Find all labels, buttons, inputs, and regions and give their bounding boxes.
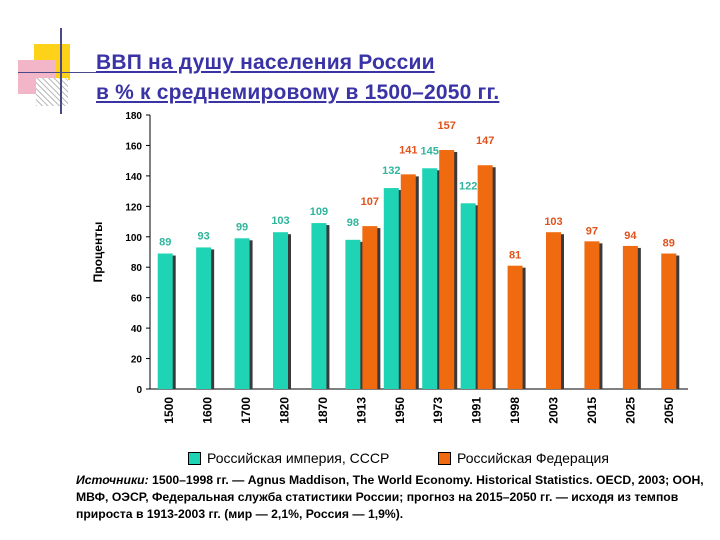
bar-empire [273,232,288,389]
decorative-vertical-line [60,28,62,114]
x-tick-label: 1991 [470,397,484,424]
data-label-empire: 145 [421,145,439,157]
bar-empire [383,188,399,389]
data-label-empire: 109 [310,206,328,218]
bar-empire [460,203,476,389]
x-tick-label: 2025 [623,397,637,424]
y-tick-label: 60 [131,294,143,305]
data-label-federation: 141 [399,144,417,156]
data-label-federation: 103 [544,216,562,228]
x-tick-label: 2015 [585,397,599,424]
data-label-federation: 89 [663,238,675,250]
data-label-empire: 122 [459,180,477,192]
legend-label-empire: Российская империя, СССР [207,450,390,466]
bar-federation [477,165,493,389]
bar-federation [546,232,561,389]
x-tick-label: 2050 [662,397,676,424]
x-tick-label: 1700 [239,397,253,424]
data-label-federation: 107 [361,196,379,208]
source-label: Источники: [76,473,149,487]
legend-swatch-federation [438,451,451,465]
data-label-federation: 94 [624,230,637,242]
bar-federation [400,174,416,389]
chart-legend: Российская империя, СССР Российская Феде… [0,448,720,470]
x-tick-label: 1820 [278,397,292,424]
y-tick-label: 0 [136,385,142,396]
decorative-square-dotted [36,78,68,106]
x-tick-label: 1600 [201,397,215,424]
y-tick-label: 100 [125,233,142,244]
y-tick-label: 80 [131,263,143,274]
bar-federation [507,265,523,389]
bar-federation [661,253,677,389]
decorative-horizontal-line [18,72,104,73]
data-label-federation: 97 [586,225,598,237]
legend-swatch-empire [188,451,201,465]
bar-empire [157,253,173,389]
title-line-2: в % к среднемировому в 1500–2050 гг. [96,81,500,104]
legend-item-empire: Российская империя, СССР [188,450,389,466]
x-tick-label: 1998 [508,397,522,424]
x-tick-label: 1500 [162,397,176,424]
data-label-federation: 157 [438,120,456,132]
y-tick-label: 40 [131,324,143,335]
x-tick-label: 1913 [354,397,368,424]
data-label-empire: 98 [347,217,359,229]
x-tick-label: 1870 [316,397,330,424]
source-note: Источники: 1500–1998 гг. — Agnus Maddiso… [76,472,716,523]
y-tick-label: 160 [125,141,142,152]
x-tick-label: 2003 [547,397,561,424]
page-title: ВВП на душу населения России в % к средн… [96,48,696,108]
y-tick-label: 120 [125,202,142,213]
data-label-empire: 132 [382,165,400,177]
y-tick-label: 20 [131,355,143,366]
data-label-federation: 147 [476,135,494,147]
data-label-empire: 89 [159,237,171,249]
y-tick-label: 180 [125,111,142,122]
x-tick-label: 1973 [431,397,445,424]
data-label-empire: 93 [198,230,210,242]
data-label-federation: 81 [509,250,521,262]
bar-federation [439,150,455,389]
bar-federation [584,241,600,389]
y-axis-title: Проценты [91,222,105,283]
title-line-1: ВВП на душу населения России [96,51,435,74]
y-tick-label: 140 [125,172,142,183]
x-tick-label: 1950 [393,397,407,424]
bar-chart: 0 20 40 60 80 100 120 140 160 180 Проценты 89 1500 93… [91,111,688,424]
bar-empire [234,238,250,389]
data-label-empire: 103 [271,215,289,227]
legend-item-federation: Российская Федерация [438,450,609,466]
bar-federation [362,226,378,389]
bar-federation [622,245,638,389]
bar-empire [345,239,361,389]
data-label-empire: 99 [236,221,248,233]
bar-empire [422,168,438,389]
bar-empire [196,247,212,389]
bar-empire [311,223,327,389]
source-text: 1500–1998 гг. — Agnus Maddison, The Worl… [76,473,704,521]
legend-label-federation: Российская Федерация [457,450,609,466]
